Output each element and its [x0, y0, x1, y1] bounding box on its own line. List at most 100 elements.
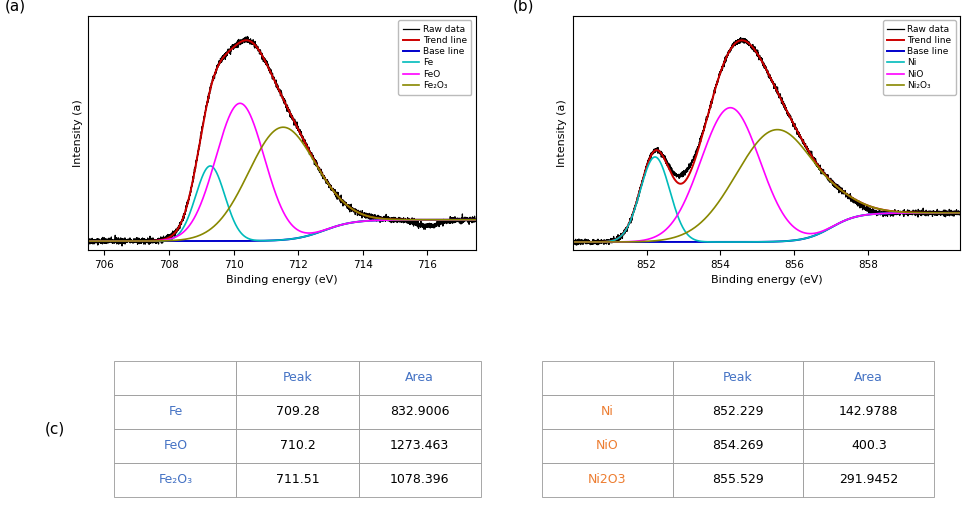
Fe₂O₃	[150, 238, 162, 244]
Fe	[82, 238, 94, 244]
Fe₂O₃	[126, 238, 138, 244]
Legend: Raw data, Trend line, Base line, Ni, NiO, Ni₂O₃: Raw data, Trend line, Base line, Ni, NiO…	[883, 20, 956, 95]
Line: Base line: Base line	[88, 220, 476, 241]
Ni₂O₃	[906, 209, 917, 215]
Line: Ni₂O₃: Ni₂O₃	[572, 130, 960, 242]
Fe₂O₃	[82, 238, 94, 244]
Ni	[906, 210, 917, 216]
Base line	[126, 238, 138, 244]
Fe	[470, 217, 482, 223]
Fe₂O₃	[231, 192, 243, 198]
Base line	[231, 238, 243, 244]
Base line	[732, 239, 744, 245]
Raw data	[463, 215, 474, 222]
Trend line	[420, 217, 432, 223]
Raw data	[117, 243, 128, 249]
Trend line	[955, 210, 966, 216]
NiO	[612, 239, 623, 245]
Fe₂O₃	[463, 217, 474, 223]
Fe	[231, 224, 243, 230]
Raw data	[570, 242, 582, 248]
Line: Fe₂O₃: Fe₂O₃	[88, 127, 476, 241]
Fe₂O₃	[277, 124, 289, 130]
FeO	[150, 237, 162, 244]
Raw data	[566, 236, 578, 243]
Ni₂O₃	[612, 239, 623, 245]
NiO	[724, 105, 736, 111]
Trend line	[240, 37, 252, 43]
Line: Ni: Ni	[572, 157, 960, 242]
Fe	[126, 238, 138, 244]
Trend line	[126, 238, 138, 244]
NiO	[906, 210, 917, 216]
Fe	[463, 217, 474, 223]
Line: Trend line: Trend line	[572, 40, 960, 242]
Base line	[420, 217, 432, 223]
Base line	[947, 210, 958, 216]
Ni₂O₃	[947, 210, 958, 216]
FeO	[248, 120, 260, 127]
Line: Base line: Base line	[572, 213, 960, 242]
Base line	[82, 238, 94, 244]
Raw data	[732, 37, 744, 43]
Trend line	[566, 239, 578, 245]
Text: (c): (c)	[44, 422, 65, 436]
Fe₂O₃	[248, 159, 260, 165]
Trend line	[463, 217, 474, 223]
NiO	[634, 237, 646, 244]
Line: Fe: Fe	[88, 166, 476, 241]
Line: Trend line: Trend line	[88, 40, 476, 241]
Ni₂O₃	[566, 239, 578, 245]
Y-axis label: Intensity (a): Intensity (a)	[73, 99, 82, 167]
Ni₂O₃	[955, 210, 966, 216]
Base line	[150, 238, 162, 244]
Raw data	[420, 221, 432, 227]
Raw data	[248, 40, 260, 46]
Base line	[715, 239, 727, 245]
Raw data	[231, 44, 243, 51]
Raw data	[715, 66, 727, 73]
FeO	[231, 101, 243, 108]
X-axis label: Binding energy (eV): Binding energy (eV)	[710, 275, 822, 285]
Ni	[955, 210, 966, 216]
Base line	[612, 239, 623, 245]
Base line	[634, 239, 646, 245]
NiO	[566, 239, 578, 245]
NiO	[955, 210, 966, 216]
Trend line	[470, 217, 482, 223]
FeO	[82, 238, 94, 244]
Y-axis label: Intensity (a): Intensity (a)	[558, 99, 567, 167]
Ni₂O₃	[715, 195, 727, 201]
Fe	[150, 238, 162, 244]
Raw data	[242, 33, 254, 40]
Base line	[248, 238, 260, 244]
FeO	[126, 238, 138, 244]
Ni₂O₃	[634, 238, 646, 245]
Trend line	[82, 238, 94, 244]
Raw data	[470, 217, 482, 223]
NiO	[715, 110, 727, 117]
Raw data	[955, 210, 966, 216]
Raw data	[612, 236, 623, 243]
Base line	[566, 239, 578, 245]
Trend line	[736, 37, 748, 43]
Raw data	[906, 211, 917, 218]
Ni	[649, 154, 661, 160]
Trend line	[732, 38, 744, 44]
Trend line	[906, 209, 917, 215]
Ni	[947, 210, 958, 216]
Base line	[463, 217, 474, 223]
Ni₂O₃	[732, 168, 744, 174]
Trend line	[248, 41, 260, 47]
Fe	[420, 217, 432, 223]
FeO	[463, 217, 474, 223]
Trend line	[715, 66, 727, 73]
Raw data	[634, 184, 646, 190]
Ni	[732, 239, 744, 245]
Raw data	[150, 236, 162, 243]
NiO	[732, 109, 744, 116]
Ni	[566, 239, 578, 245]
X-axis label: Binding energy (eV): Binding energy (eV)	[226, 275, 338, 285]
Ni	[715, 239, 727, 245]
Ni₂O₃	[771, 127, 783, 133]
